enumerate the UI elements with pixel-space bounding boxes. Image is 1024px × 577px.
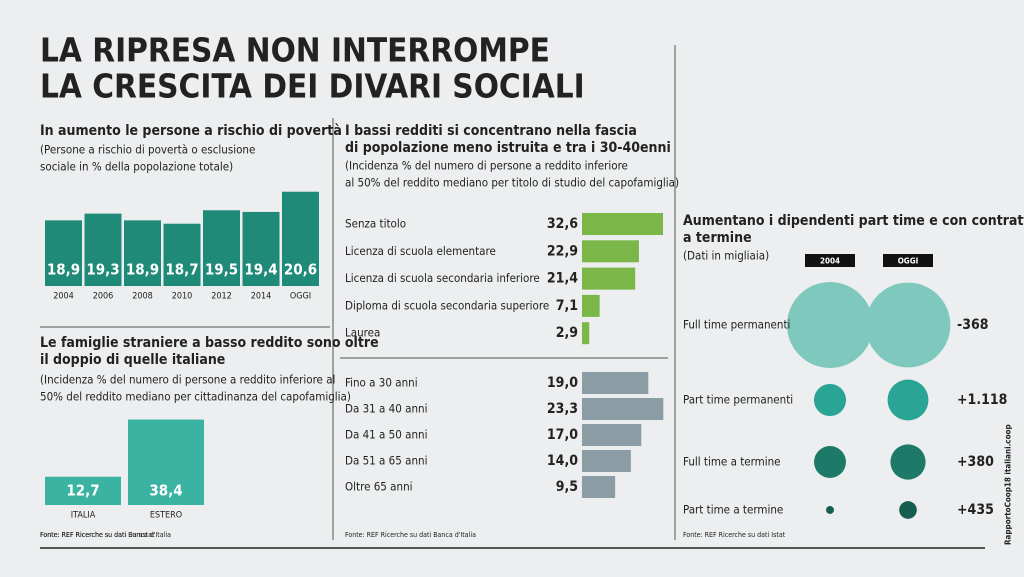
- bar: [582, 424, 642, 446]
- main-title: LA CRESCITA DEI DIVARI SOCIALI: [40, 67, 585, 106]
- bubble: [899, 501, 917, 519]
- category-label: Oltre 65 anni: [345, 480, 413, 494]
- bubble: [887, 379, 929, 421]
- bubble: [813, 383, 847, 417]
- change-label: +435: [957, 502, 994, 518]
- bar: [582, 322, 590, 345]
- category-label: Da 41 a 50 anni: [345, 428, 427, 442]
- category-label: Full time permanenti: [683, 318, 790, 332]
- chart-subtitle: (Persone a rischio di povertà o esclusio…: [40, 143, 255, 157]
- category-label: Laurea: [345, 326, 380, 340]
- value-label: 12,7: [66, 482, 99, 500]
- bar: [84, 213, 122, 286]
- bubble: [865, 282, 951, 368]
- category-label: Licenza di scuola elementare: [345, 244, 496, 258]
- legend-label: 2004: [820, 257, 840, 266]
- series-tab: [805, 254, 855, 267]
- chart-subtitle: sociale in % della popolazione totale): [40, 160, 233, 174]
- value-label: 9,5: [556, 479, 578, 495]
- category-label: Fino a 30 anni: [345, 376, 418, 390]
- change-label: +380: [957, 454, 994, 470]
- value-label: 20,6: [284, 261, 317, 279]
- source: Fonte: REF Ricerche su dati Istat: [683, 531, 786, 539]
- value-label: 18,9: [126, 261, 159, 279]
- bubble: [826, 506, 834, 514]
- category-label: Da 51 a 65 anni: [345, 454, 427, 468]
- bar: [582, 372, 649, 394]
- category-label: 2012: [211, 292, 232, 302]
- chart-subtitle: (Dati in migliaia): [683, 249, 769, 263]
- category-label: OGGI: [290, 292, 311, 302]
- source: Fonte: REF Ricerche su dati Eurostat: [40, 531, 155, 539]
- bar: [582, 294, 600, 317]
- value-label: 19,3: [86, 261, 119, 279]
- chart-title: di popolazione meno istruita e tra i 30-…: [345, 140, 671, 156]
- chart-title: I bassi redditi si concentrano nella fas…: [345, 123, 637, 139]
- category-label: 2010: [172, 292, 193, 302]
- category-label: Part time permanenti: [683, 393, 793, 407]
- legend-label: OGGI: [898, 257, 919, 266]
- value-label: 23,3: [547, 401, 578, 417]
- chart-title: Aumentano i dipendenti part time e con c…: [683, 213, 1024, 229]
- value-label: 17,0: [547, 427, 578, 443]
- chart-title: Le famiglie straniere a basso reddito so…: [40, 335, 379, 351]
- category-label: Da 31 a 40 anni: [345, 402, 427, 416]
- category-label: ESTERO: [150, 511, 182, 521]
- bar: [582, 398, 664, 420]
- value-label: 38,4: [149, 482, 182, 500]
- change-label: -368: [957, 317, 989, 333]
- series-tab: [883, 254, 933, 267]
- value-label: 2,9: [556, 325, 578, 341]
- side-label: RapportoCoop18 italiani.coop: [1004, 424, 1013, 545]
- value-label: 7,1: [556, 298, 578, 314]
- value-label: 18,9: [47, 261, 80, 279]
- category-label: ITALIA: [71, 511, 96, 521]
- bar: [582, 476, 616, 498]
- bubble: [787, 282, 873, 368]
- bar: [163, 223, 201, 286]
- bar: [128, 419, 204, 505]
- category-label: Part time a termine: [683, 503, 783, 517]
- value-label: 18,7: [165, 261, 198, 279]
- source: Fonte: REF Ricerche su dati Banca d'Ital…: [40, 531, 171, 539]
- chart-subtitle: 50% del reddito mediano per cittadinanza…: [40, 390, 351, 404]
- category-label: Senza titolo: [345, 217, 406, 231]
- category-label: Full time a termine: [683, 455, 781, 469]
- bubble: [890, 444, 926, 480]
- value-label: 32,6: [547, 216, 578, 232]
- bubble: [814, 446, 846, 478]
- bar: [582, 267, 636, 290]
- value-label: 21,4: [547, 271, 578, 287]
- category-label: Licenza di scuola secondaria inferiore: [345, 271, 540, 285]
- chart-title: a termine: [683, 230, 752, 246]
- bar: [124, 220, 161, 286]
- chart-title: In aumento le persone a rischio di pover…: [40, 123, 342, 139]
- chart-subtitle: (Incidenza % del numero di persone a red…: [345, 159, 628, 173]
- value-label: 19,0: [547, 375, 578, 391]
- value-label: 19,5: [205, 261, 238, 279]
- value-label: 14,0: [547, 453, 578, 469]
- bar: [582, 240, 639, 263]
- bar: [203, 210, 240, 286]
- category-label: 2006: [93, 292, 114, 302]
- chart-title: il doppio di quelle italiane: [40, 352, 225, 368]
- category-label: Diploma di scuola secondaria superiore: [345, 298, 549, 312]
- bar: [242, 211, 280, 286]
- chart-subtitle: al 50% del reddito mediano per titolo di…: [345, 176, 679, 190]
- category-label: 2014: [251, 292, 272, 302]
- bar: [45, 220, 82, 286]
- bar: [45, 476, 121, 505]
- bar: [582, 213, 664, 235]
- category-label: 2004: [53, 292, 74, 302]
- bar: [582, 450, 631, 472]
- main-title: LA RIPRESA NON INTERROMPE: [40, 31, 550, 70]
- source: Fonte: REF Ricerche su dati Banca d'Ital…: [345, 531, 476, 539]
- value-label: 19,4: [244, 261, 277, 279]
- chart-subtitle: (Incidenza % del numero di persone a red…: [40, 373, 335, 387]
- category-label: 2008: [132, 292, 153, 302]
- change-label: +1.118: [957, 392, 1007, 408]
- bar: [282, 191, 319, 286]
- value-label: 22,9: [547, 243, 578, 259]
